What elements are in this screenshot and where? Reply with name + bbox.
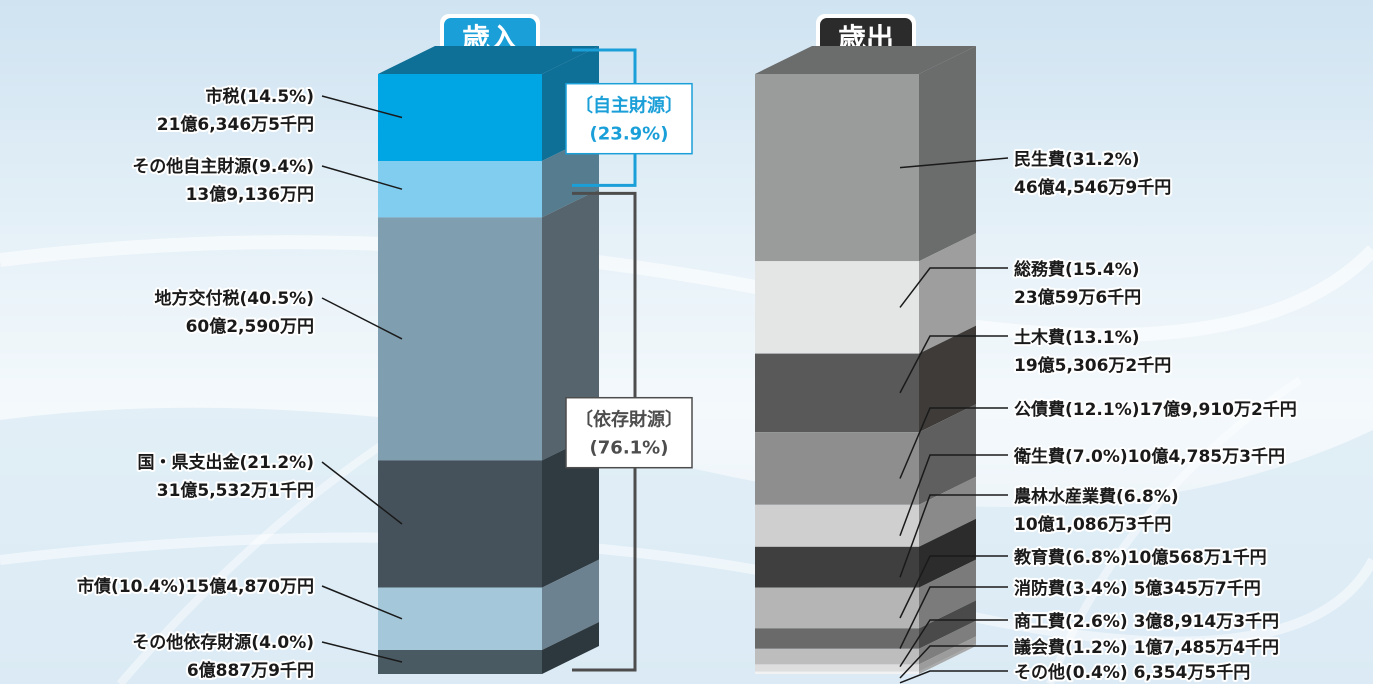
revenue-leader-4 xyxy=(321,585,403,620)
expenditure-segment-side-10 xyxy=(919,643,976,674)
revenue-segment-0 xyxy=(378,74,542,161)
expenditure-segment-side-8 xyxy=(919,620,976,665)
revenue-label-3: 国・県支出金(21.2%) xyxy=(137,452,314,473)
expenditure-label-10: その他(0.4%) 6,354万5千円 xyxy=(1014,662,1250,683)
revenue-leader-3 xyxy=(321,461,403,525)
revenue-amount-2: 60億2,590万円 xyxy=(186,316,314,337)
expenditure-label-9: 議会費(1.2%) 1億7,485万4千円 xyxy=(1014,637,1279,658)
expenditure-leader-6 xyxy=(899,555,1008,619)
revenue-amount-1: 13億9,136万円 xyxy=(186,184,314,205)
expenditure-label-5: 農林水産業費(6.8%) xyxy=(1014,486,1179,507)
group-percent-0: (23.9%) xyxy=(590,124,669,145)
expenditure-leader-1 xyxy=(899,267,1008,308)
expenditure-leader-3 xyxy=(899,407,1008,479)
expenditure-segment-7 xyxy=(755,628,919,649)
expenditure-segment-side-5 xyxy=(919,518,976,588)
expenditure-leader-2 xyxy=(899,335,1008,394)
revenue-top-face xyxy=(378,46,599,74)
revenue-segment-1 xyxy=(378,161,542,218)
expenditure-label-6: 教育費(6.8%)10億568万1千円 xyxy=(1013,547,1267,568)
expenditure-label-4: 衛生費(7.0%)10億4,785万3千円 xyxy=(1013,446,1285,467)
revenue-leader-1 xyxy=(321,165,403,190)
expenditure-segment-4 xyxy=(755,504,919,547)
revenue-segment-side-5 xyxy=(542,622,599,674)
expenditure-label-1: 総務費(15.4%) xyxy=(1014,259,1140,280)
revenue-label-0: 市税(14.5%) xyxy=(205,86,314,107)
revenue-leader-2 xyxy=(321,297,403,340)
expenditure-segment-side-7 xyxy=(919,600,976,649)
expenditure-top-face xyxy=(755,46,976,74)
expenditure-segment-0 xyxy=(755,74,919,262)
expenditure-leader-8 xyxy=(899,619,1008,668)
expenditure-segment-6 xyxy=(755,587,919,629)
expenditure-leader-9 xyxy=(899,645,1008,679)
expenditure-bar xyxy=(755,46,976,674)
expenditure-amount-5: 10億1,086万3千円 xyxy=(1014,514,1171,535)
expenditure-leader-5 xyxy=(899,494,1008,578)
group-box-1 xyxy=(565,396,693,469)
expenditure-segment-1 xyxy=(755,261,919,354)
expenditure-segment-side-1 xyxy=(919,233,976,354)
revenue-amount-5: 6億887万9千円 xyxy=(187,660,314,681)
expenditure-amount-2: 19億5,306万2千円 xyxy=(1014,355,1171,376)
expenditure-segment-8 xyxy=(755,648,919,665)
revenue-leader-0 xyxy=(321,95,403,119)
group-label-0: 〔自主財源〕 xyxy=(575,95,683,117)
revenue-bar xyxy=(378,46,599,674)
revenue-segment-4 xyxy=(378,587,542,650)
revenue-segment-3 xyxy=(378,460,542,588)
revenue-segment-side-2 xyxy=(542,189,599,461)
expenditure-segment-side-9 xyxy=(919,636,976,672)
expenditure-segment-10 xyxy=(755,671,919,674)
expenditure-segment-3 xyxy=(755,432,919,505)
revenue-label-1: その他自主財源(9.4%) xyxy=(132,156,314,177)
expenditure-leader-7 xyxy=(899,586,1008,649)
expenditure-label-8: 商工費(2.6%) 3億8,914万3千円 xyxy=(1014,611,1279,632)
revenue-groups: 〔自主財源〕 (23.9%) 〔依存財源〕 (76.1%) xyxy=(565,48,693,672)
expenditure-amount-1: 23億59万6千円 xyxy=(1014,287,1141,308)
expenditure-segment-2 xyxy=(755,353,919,433)
expenditure-segment-5 xyxy=(755,546,919,588)
expenditure-segment-side-6 xyxy=(919,559,976,629)
expenditure-label-7: 消防費(3.4%) 5億345万7千円 xyxy=(1014,578,1261,599)
group-label-1: 〔依存財源〕 xyxy=(575,409,683,431)
expenditure-label-0: 民生費(31.2%) xyxy=(1014,149,1140,170)
expenditure-segment-9 xyxy=(755,664,919,672)
expenditure-amount-0: 46億4,546万9千円 xyxy=(1014,177,1171,198)
revenue-segment-2 xyxy=(378,217,542,461)
revenue-segment-5 xyxy=(378,650,542,674)
expenditure-leader-10 xyxy=(899,670,1008,684)
expenditure-segment-side-2 xyxy=(919,325,976,433)
expenditure-label-2: 土木費(13.1%) xyxy=(1014,327,1140,348)
revenue-segment-side-4 xyxy=(542,559,599,650)
revenue-leader-5 xyxy=(321,641,403,663)
revenue-amount-3: 31億5,532万1千円 xyxy=(157,480,314,501)
expenditure-label-3: 公債費(12.1%)17億9,910万2千円 xyxy=(1014,399,1297,420)
revenue-label-5: その他依存財源(4.0%) xyxy=(132,632,314,653)
group-box-0 xyxy=(565,82,693,155)
revenue-label-4: 市債(10.4%)15億4,870万円 xyxy=(77,576,314,597)
revenue-segment-side-3 xyxy=(542,432,599,588)
group-percent-1: (76.1%) xyxy=(590,438,669,459)
revenue-label-2: 地方交付税(40.5%) xyxy=(154,288,314,309)
revenue-amount-0: 21億6,346万5千円 xyxy=(157,114,314,135)
expenditure-segment-side-0 xyxy=(919,46,976,262)
expenditure-leader-0 xyxy=(899,157,1009,169)
expenditure-leader-4 xyxy=(899,454,1008,537)
